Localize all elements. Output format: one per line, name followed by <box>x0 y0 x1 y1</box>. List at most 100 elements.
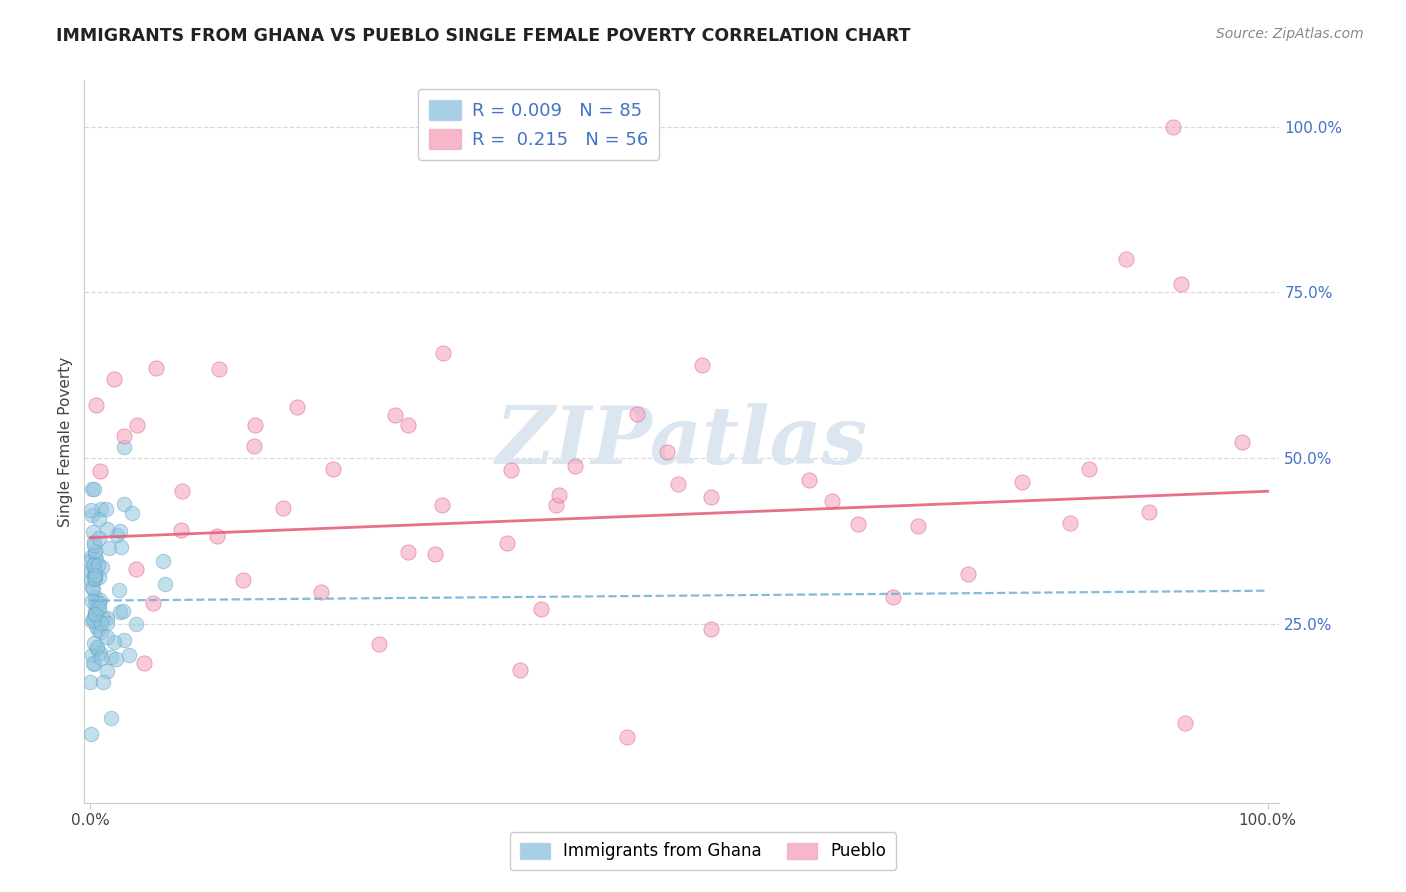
Point <box>700 490 723 504</box>
Point <box>100 711 122 725</box>
Point <box>1115 252 1137 267</box>
Point <box>82 524 104 539</box>
Point <box>425 548 447 562</box>
Point <box>91 611 114 625</box>
Point <box>83 613 105 627</box>
Point <box>83 572 105 586</box>
Point <box>108 605 131 619</box>
Point <box>105 652 128 666</box>
Point <box>121 506 143 520</box>
Point <box>87 602 110 616</box>
Point <box>322 462 344 476</box>
Point <box>83 543 105 558</box>
Point <box>548 487 571 501</box>
Point <box>82 612 104 626</box>
Point <box>86 642 108 657</box>
Point <box>83 565 105 579</box>
Point <box>83 564 105 578</box>
Point <box>80 502 103 516</box>
Point <box>91 675 114 690</box>
Point <box>690 358 713 372</box>
Legend: Immigrants from Ghana, Pueblo: Immigrants from Ghana, Pueblo <box>510 832 896 871</box>
Point <box>82 508 104 522</box>
Point <box>82 594 104 608</box>
Point <box>367 637 389 651</box>
Point <box>797 473 820 487</box>
Point <box>84 547 107 561</box>
Point <box>118 648 141 662</box>
Point <box>98 541 121 556</box>
Point <box>84 569 107 583</box>
Point <box>87 531 110 545</box>
Point <box>84 598 107 612</box>
Point <box>80 726 103 740</box>
Point <box>87 596 110 610</box>
Point <box>430 498 453 512</box>
Point <box>125 562 148 576</box>
Point <box>243 417 266 432</box>
Point <box>127 417 149 432</box>
Point <box>90 559 112 574</box>
Point <box>80 648 103 663</box>
Point <box>80 564 103 578</box>
Point <box>87 558 110 572</box>
Point <box>907 519 929 533</box>
Point <box>80 614 103 628</box>
Point <box>94 501 117 516</box>
Point <box>1137 505 1160 519</box>
Point <box>82 580 104 594</box>
Point <box>1059 516 1081 530</box>
Point <box>80 550 103 565</box>
Text: IMMIGRANTS FROM GHANA VS PUEBLO SINGLE FEMALE POVERTY CORRELATION CHART: IMMIGRANTS FROM GHANA VS PUEBLO SINGLE F… <box>56 27 911 45</box>
Point <box>655 444 678 458</box>
Point <box>89 570 111 584</box>
Point <box>90 624 112 639</box>
Point <box>384 408 406 422</box>
Point <box>285 401 308 415</box>
Point <box>1163 120 1185 134</box>
Point <box>100 650 122 665</box>
Point <box>396 544 419 558</box>
Point <box>80 482 103 496</box>
Point <box>112 633 135 648</box>
Point <box>125 617 148 632</box>
Point <box>396 417 419 432</box>
Point <box>499 463 522 477</box>
Point <box>172 483 194 498</box>
Point <box>83 558 105 573</box>
Legend: R = 0.009   N = 85, R =  0.215   N = 56: R = 0.009 N = 85, R = 0.215 N = 56 <box>418 89 659 160</box>
Point <box>821 494 844 508</box>
Point <box>700 622 723 636</box>
Point <box>90 616 112 631</box>
Point <box>96 610 118 624</box>
Point <box>544 498 567 512</box>
Point <box>84 398 107 412</box>
Text: ZIPatlas: ZIPatlas <box>496 403 868 480</box>
Point <box>1011 475 1033 489</box>
Point <box>80 573 103 587</box>
Point <box>83 657 105 672</box>
Point <box>82 582 104 596</box>
Point <box>83 483 105 497</box>
Point <box>1174 716 1197 731</box>
Point <box>242 439 264 453</box>
Point <box>112 497 135 511</box>
Point <box>956 567 979 582</box>
Point <box>83 571 105 585</box>
Point <box>169 523 191 537</box>
Point <box>882 590 904 604</box>
Point <box>112 429 135 443</box>
Point <box>90 502 112 516</box>
Point <box>89 646 111 660</box>
Point <box>83 538 105 552</box>
Point <box>79 554 101 568</box>
Point <box>134 657 156 671</box>
Point <box>1232 434 1254 449</box>
Point <box>79 675 101 690</box>
Point <box>83 607 105 621</box>
Point <box>82 656 104 670</box>
Point <box>105 528 128 542</box>
Point <box>496 536 519 550</box>
Point <box>84 619 107 633</box>
Y-axis label: Single Female Poverty: Single Female Poverty <box>58 357 73 526</box>
